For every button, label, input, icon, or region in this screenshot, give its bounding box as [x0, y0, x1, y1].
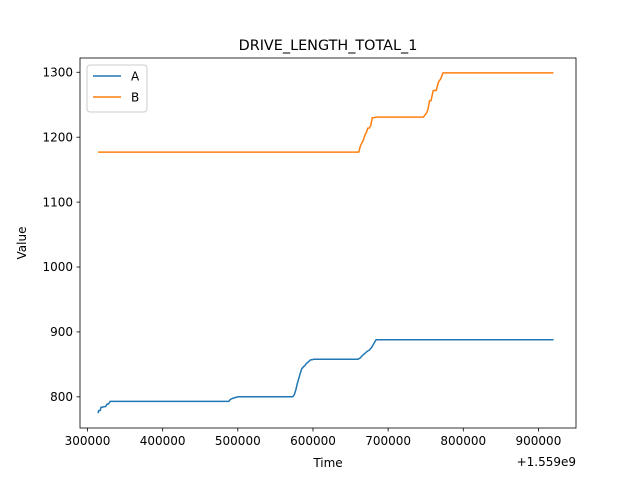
y-axis-label: Value	[15, 227, 29, 260]
plot-frame	[79, 57, 577, 429]
y-tick-label: 1300	[42, 65, 73, 79]
x-axis: 300000 400000 500000 600000 700000 800000 9000…	[65, 428, 562, 448]
chart-title: DRIVE_LENGTH_TOTAL_1	[239, 38, 418, 54]
y-tick-label: 1200	[42, 130, 73, 144]
series-line-a	[97, 338, 554, 414]
x-tick-label: 300000	[65, 434, 111, 448]
y-tick-label: 800	[50, 390, 73, 404]
legend-label-b: B	[131, 90, 139, 104]
x-axis-offset-label: +1.559e9	[517, 455, 576, 469]
y-tick-label: 1100	[42, 195, 73, 209]
x-axis-label: Time	[312, 456, 342, 470]
x-tick-label: 400000	[140, 434, 186, 448]
y-axis: 800 900 1000 1100 1200 1300	[42, 65, 80, 404]
x-tick-label: 900000	[516, 434, 562, 448]
x-tick-label: 600000	[290, 434, 336, 448]
x-tick-label: 700000	[365, 434, 411, 448]
x-tick-label: 800000	[440, 434, 486, 448]
y-tick-label: 1000	[42, 260, 73, 274]
legend-label-a: A	[131, 69, 140, 83]
x-tick-label: 500000	[215, 434, 261, 448]
y-tick-label: 900	[50, 325, 73, 339]
series-line-b	[98, 72, 554, 153]
legend: AB	[86, 64, 148, 113]
series-layer	[97, 72, 554, 414]
